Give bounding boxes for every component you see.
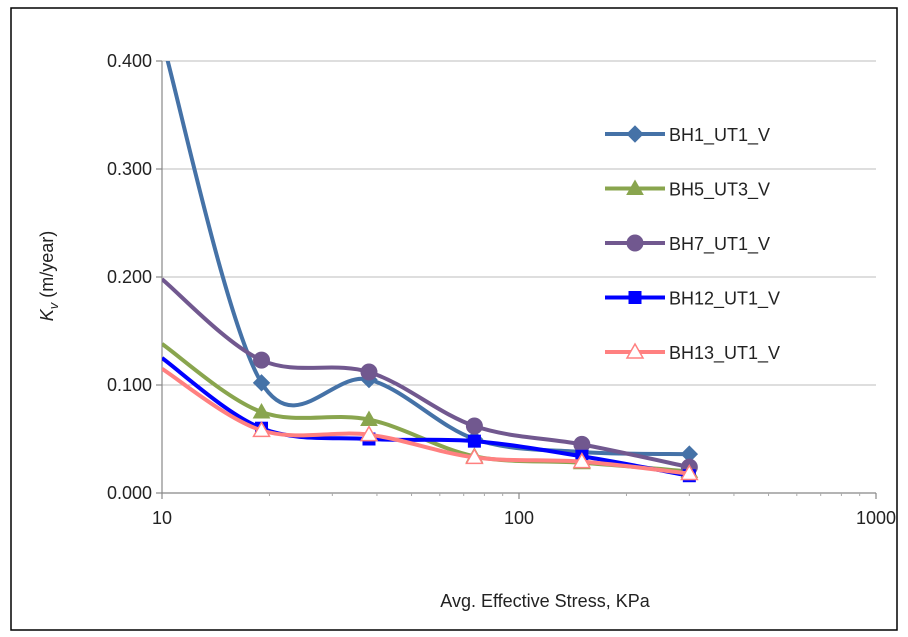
legend-label: BH12_UT1_V bbox=[669, 289, 780, 310]
legend-item: BH12_UT1_V bbox=[605, 289, 780, 310]
data-point bbox=[360, 363, 378, 381]
legend-label: BH5_UT3_V bbox=[669, 180, 770, 201]
y-axis-title-sub: v bbox=[46, 301, 61, 309]
series-line bbox=[162, 367, 690, 476]
legend: BH1_UT1_V BH5_UT3_V BH7_UT1_V BH12_UT1_V BH1… bbox=[605, 125, 780, 364]
x-tick-label: 1000 bbox=[856, 508, 896, 528]
y-tick-label: 0.400 bbox=[107, 51, 152, 71]
legend-marker bbox=[625, 342, 645, 359]
axes: 0.000 0.100 0.200 0.300 0.400 10 100 1000 bbox=[107, 51, 896, 528]
legend-marker bbox=[626, 234, 644, 252]
x-tick-label: 10 bbox=[152, 508, 172, 528]
legend-label: BH1_UT1_V bbox=[669, 125, 770, 146]
y-axis-title: Kv (m/year) bbox=[37, 231, 61, 322]
series-BH7_UT1_V bbox=[162, 277, 698, 476]
legend-label: BH7_UT1_V bbox=[669, 234, 770, 255]
data-point bbox=[253, 351, 271, 369]
legend-marker bbox=[628, 291, 642, 304]
data-point bbox=[252, 374, 271, 392]
y-axis-title-rest: (m/year) bbox=[37, 231, 57, 303]
series-line bbox=[162, 356, 690, 478]
data-point bbox=[252, 420, 271, 438]
data-point bbox=[572, 452, 592, 469]
data-point bbox=[465, 417, 483, 435]
y-tick-label: 0.300 bbox=[107, 159, 152, 179]
y-axis-title-main: K bbox=[37, 308, 57, 321]
chart-border bbox=[10, 7, 898, 631]
x-tick-label: 100 bbox=[504, 508, 534, 528]
legend-item: BH7_UT1_V bbox=[605, 234, 770, 255]
legend-item: BH13_UT1_V bbox=[605, 342, 780, 364]
x-axis-title: Avg. Effective Stress, KPa bbox=[440, 591, 650, 611]
legend-marker bbox=[626, 179, 644, 195]
legend-marker bbox=[626, 125, 644, 143]
data-point bbox=[680, 464, 699, 481]
data-point bbox=[252, 402, 271, 419]
y-tick-label: 0.000 bbox=[107, 483, 152, 503]
y-tick-label: 0.200 bbox=[107, 267, 152, 287]
data-point bbox=[465, 447, 484, 465]
gridlines bbox=[162, 60, 876, 386]
legend-label: BH13_UT1_V bbox=[669, 343, 780, 364]
series-line bbox=[162, 277, 690, 470]
data-point bbox=[467, 434, 481, 448]
y-tick-label: 0.100 bbox=[107, 375, 152, 395]
legend-item: BH5_UT3_V bbox=[605, 179, 770, 201]
series-layer bbox=[162, 61, 699, 483]
series-BH13_UT1_V bbox=[162, 367, 699, 481]
data-point bbox=[359, 425, 379, 442]
legend-item: BH1_UT1_V bbox=[605, 125, 770, 146]
